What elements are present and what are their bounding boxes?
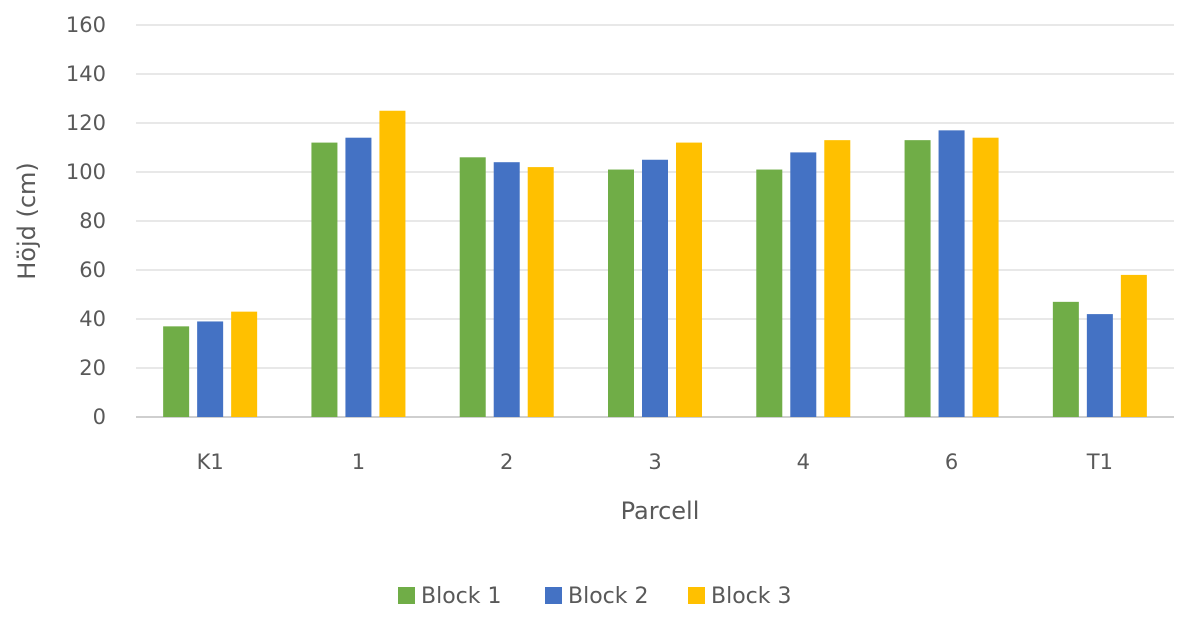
x-tick-label: T1 <box>1086 450 1113 474</box>
bar-block-2-4 <box>790 152 817 417</box>
bars <box>163 110 1147 418</box>
bar-block-1-6 <box>904 140 931 417</box>
legend-label: Block 3 <box>711 584 792 609</box>
y-axis-title: Höjd (cm) <box>13 162 41 280</box>
legend-label: Block 1 <box>421 584 502 609</box>
y-tick-label: 60 <box>79 258 106 282</box>
bar-block-2-1 <box>345 137 372 417</box>
x-tick-label: 4 <box>797 450 810 474</box>
x-tick-label: K1 <box>197 450 224 474</box>
bar-block-1-4 <box>756 169 783 417</box>
bar-block-1-2 <box>459 157 486 418</box>
y-tick-label: 160 <box>66 13 106 37</box>
x-axis-tick-labels: K1 1 2 3 4 6 T1 <box>197 450 1113 474</box>
bar-block-2-k1 <box>197 321 224 417</box>
y-tick-label: 40 <box>79 307 106 331</box>
y-tick-label: 0 <box>93 405 106 429</box>
y-tick-label: 20 <box>79 356 106 380</box>
bar-block-1-1 <box>311 142 338 417</box>
bar-block-2-6 <box>938 130 965 417</box>
bar-block-1-k1 <box>163 326 190 417</box>
bar-block-1-t1 <box>1052 301 1079 417</box>
y-tick-label: 80 <box>79 209 106 233</box>
y-tick-label: 120 <box>66 111 106 135</box>
legend-swatch-block-3 <box>688 587 705 604</box>
bar-block-2-3 <box>642 159 668 417</box>
y-axis-tick-labels: 0 20 40 60 80 100 120 140 160 <box>66 13 106 429</box>
bar-block-3-1 <box>379 110 406 417</box>
bar-block-3-3 <box>676 142 702 417</box>
bar-block-3-t1 <box>1120 274 1147 417</box>
y-tick-label: 140 <box>66 62 106 86</box>
bar-block-3-k1 <box>231 311 258 417</box>
bar-block-2-t1 <box>1086 314 1113 417</box>
x-tick-label: 6 <box>945 450 958 474</box>
x-tick-label: 3 <box>648 450 661 474</box>
bar-block-2-2 <box>493 162 520 417</box>
legend-swatch-block-1 <box>398 587 415 604</box>
legend-label: Block 2 <box>568 584 649 609</box>
legend: Block 1 Block 2 Block 3 <box>398 584 792 609</box>
bar-block-1-3 <box>608 169 634 417</box>
bar-block-3-4 <box>824 140 851 417</box>
x-tick-label: 2 <box>500 450 513 474</box>
legend-swatch-block-2 <box>545 587 562 604</box>
x-tick-label: 1 <box>352 450 365 474</box>
bar-block-3-2 <box>527 167 554 417</box>
x-axis-title: Parcell <box>621 497 700 525</box>
bar-block-3-6 <box>972 137 999 417</box>
y-tick-label: 100 <box>66 160 106 184</box>
